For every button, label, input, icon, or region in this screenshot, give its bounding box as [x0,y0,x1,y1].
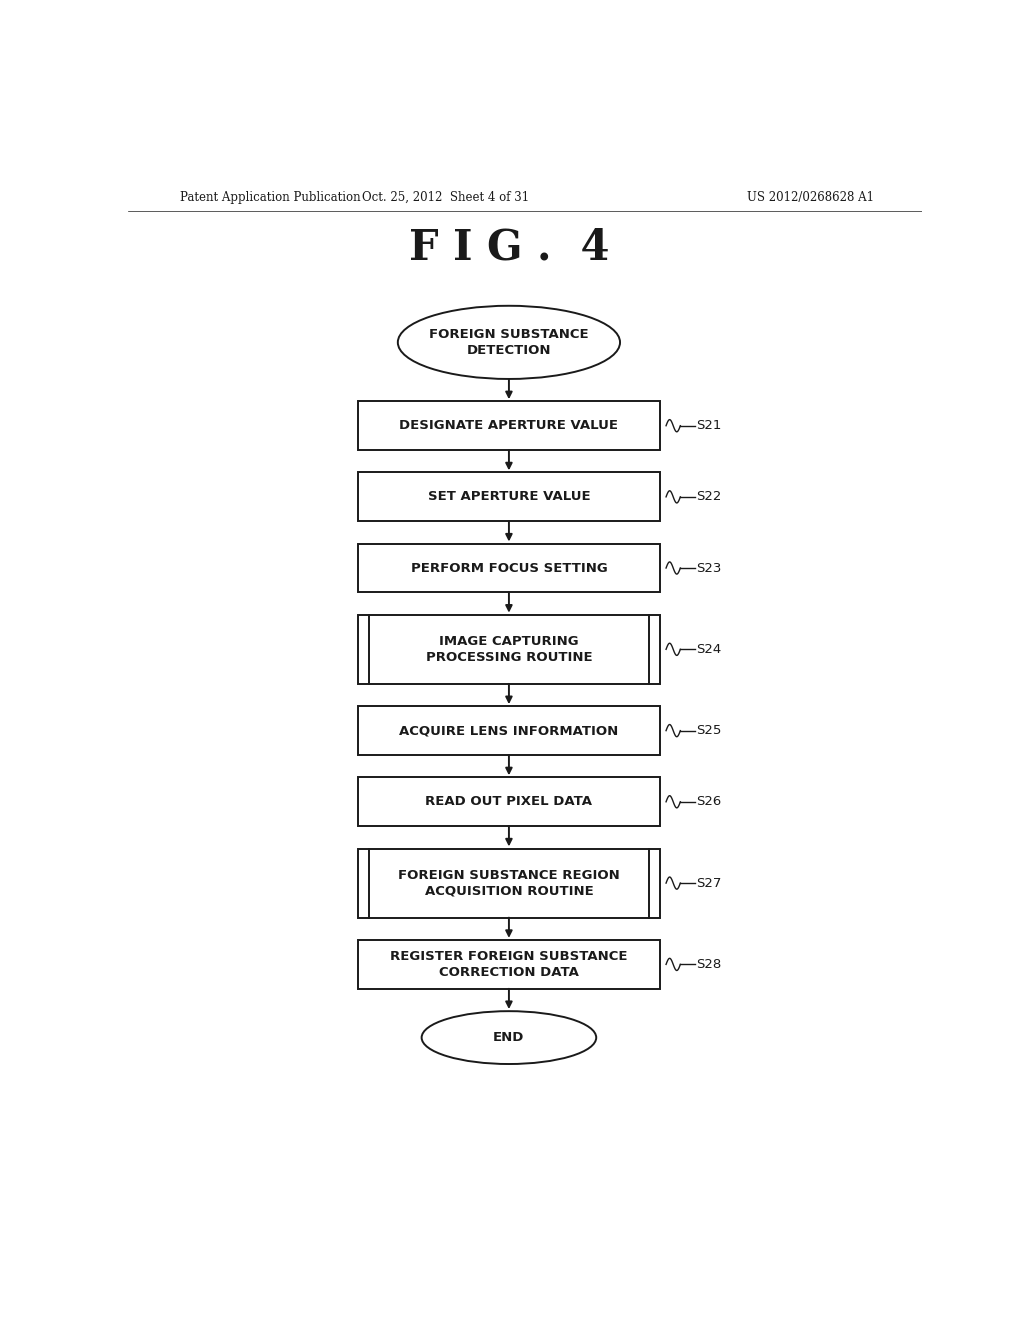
Bar [358,401,659,450]
Text: DESIGNATE APERTURE VALUE: DESIGNATE APERTURE VALUE [399,420,618,432]
Text: Oct. 25, 2012  Sheet 4 of 31: Oct. 25, 2012 Sheet 4 of 31 [361,190,529,203]
Text: S25: S25 [696,725,722,737]
Text: S21: S21 [696,420,722,432]
Text: S24: S24 [696,643,722,656]
Text: REGISTER FOREIGN SUBSTANCE
CORRECTION DATA: REGISTER FOREIGN SUBSTANCE CORRECTION DA… [390,950,628,979]
Text: S23: S23 [696,561,722,574]
Text: F I G .  4: F I G . 4 [409,227,609,269]
Bar [358,615,659,684]
Text: S26: S26 [696,795,722,808]
Text: S28: S28 [696,958,722,972]
Text: US 2012/0268628 A1: US 2012/0268628 A1 [748,190,874,203]
Text: S22: S22 [696,490,722,503]
Text: PERFORM FOCUS SETTING: PERFORM FOCUS SETTING [411,561,607,574]
Text: S27: S27 [696,876,722,890]
Bar [358,473,659,521]
Text: IMAGE CAPTURING
PROCESSING ROUTINE: IMAGE CAPTURING PROCESSING ROUTINE [426,635,592,664]
Text: READ OUT PIXEL DATA: READ OUT PIXEL DATA [425,795,593,808]
Text: FOREIGN SUBSTANCE REGION
ACQUISITION ROUTINE: FOREIGN SUBSTANCE REGION ACQUISITION ROU… [398,869,620,898]
Text: SET APERTURE VALUE: SET APERTURE VALUE [428,490,590,503]
Bar [358,940,659,989]
Bar [358,544,659,593]
Text: Patent Application Publication: Patent Application Publication [179,190,360,203]
Text: ACQUIRE LENS INFORMATION: ACQUIRE LENS INFORMATION [399,725,618,737]
Bar [358,777,659,826]
Text: END: END [494,1031,524,1044]
Bar [358,706,659,755]
Bar [358,849,659,917]
Text: FOREIGN SUBSTANCE
DETECTION: FOREIGN SUBSTANCE DETECTION [429,327,589,356]
